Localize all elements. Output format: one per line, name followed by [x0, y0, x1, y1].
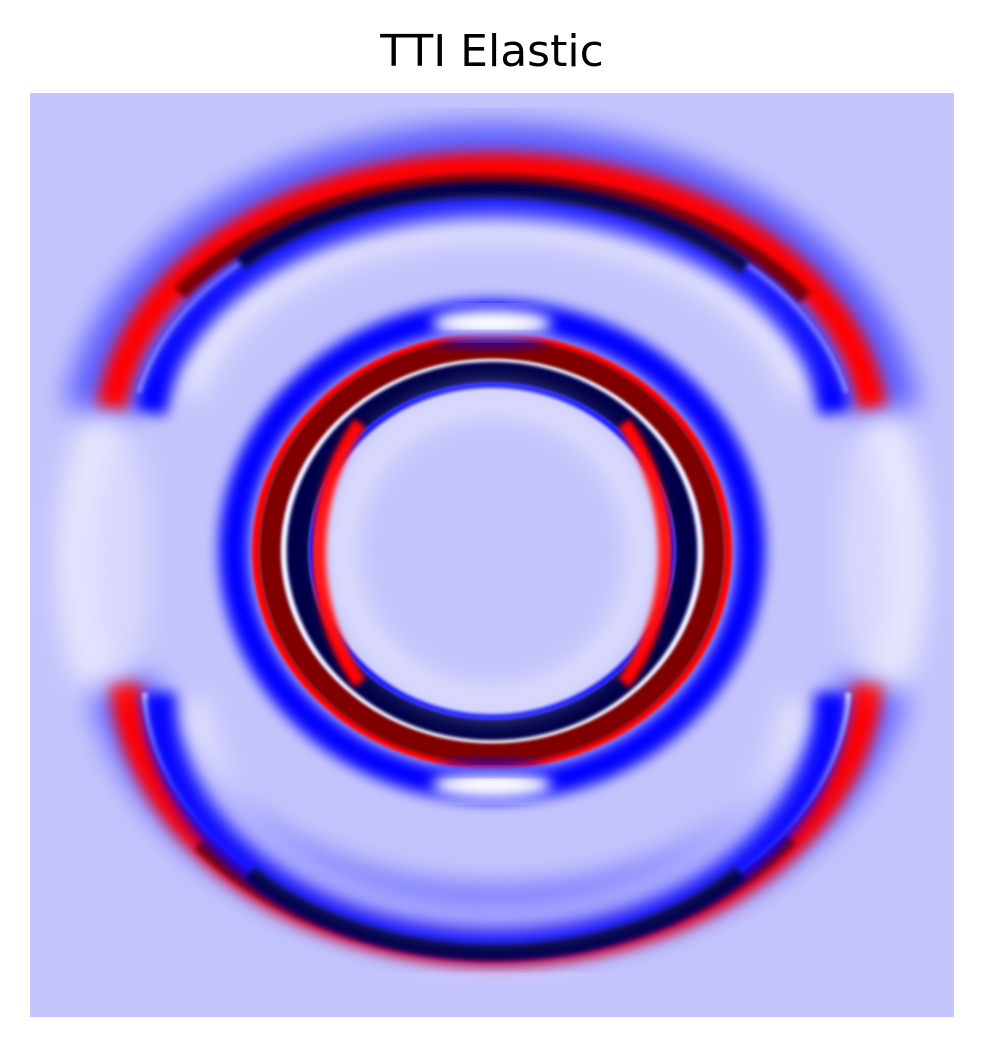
- figure-title: TTI Elastic: [380, 26, 604, 77]
- side-fringes: [70, 413, 920, 693]
- wavefield-image: [30, 93, 954, 1017]
- inner-wavefront: [219, 300, 765, 802]
- wavefield-svg: [30, 93, 954, 1017]
- outer-wavefront: [58, 123, 926, 966]
